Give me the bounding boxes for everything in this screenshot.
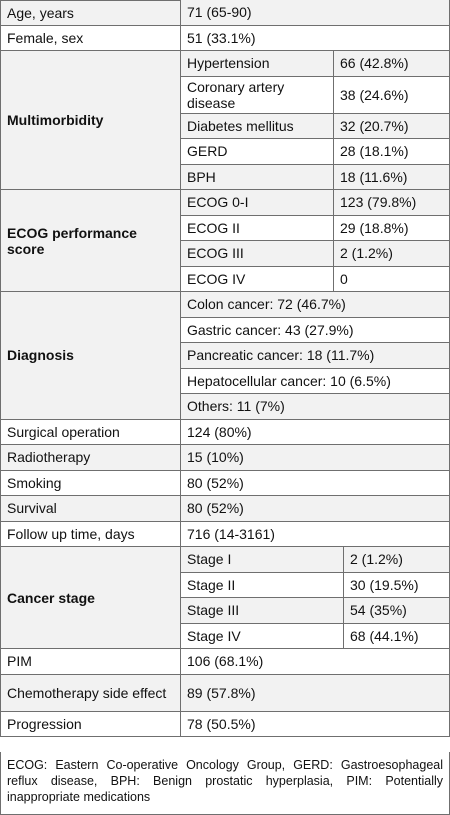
sub-row-value: 29 (18.8%) — [334, 215, 450, 241]
sub-row-value: 38 (24.6%) — [334, 76, 450, 114]
group-label: Cancer stage — [0, 547, 181, 649]
row-value: 71 (65-90) — [181, 0, 450, 26]
sub-row-value: 18 (11.6%) — [334, 164, 450, 190]
row-label: Female, sex — [0, 25, 181, 51]
row-label: Radiotherapy — [0, 445, 181, 471]
row-label: PIM — [0, 649, 181, 675]
row-value: 80 (52%) — [181, 496, 450, 522]
sub-row-label: Stage III — [181, 598, 344, 624]
row-label: Follow up time, days — [0, 521, 181, 547]
sub-row-label: Hypertension — [181, 51, 334, 77]
row-value: 78 (50.5%) — [181, 711, 450, 737]
row-value: 51 (33.1%) — [181, 25, 450, 51]
row-label: Chemotherapy side effect — [0, 674, 181, 712]
sub-row-value: 0 — [334, 266, 450, 292]
sub-row-label: ECOG III — [181, 241, 334, 267]
sub-row-label: Stage IV — [181, 623, 344, 649]
group-label: ECOG performance score — [0, 190, 181, 292]
group-label: Diagnosis — [0, 292, 181, 420]
sub-row-cell: Gastric cancer: 43 (27.9%) — [181, 317, 450, 343]
sub-row-value: 68 (44.1%) — [344, 623, 450, 649]
row-value: 15 (10%) — [181, 445, 450, 471]
row-label: Smoking — [0, 470, 181, 496]
sub-row-value: 123 (79.8%) — [334, 190, 450, 216]
row-value: 89 (57.8%) — [181, 674, 450, 712]
sub-row-value: 2 (1.2%) — [334, 241, 450, 267]
group-label: Multimorbidity — [0, 51, 181, 190]
sub-row-value: 32 (20.7%) — [334, 113, 450, 139]
row-label: Survival — [0, 496, 181, 522]
sub-row-label: Stage II — [181, 572, 344, 598]
sub-row-value: 2 (1.2%) — [344, 547, 450, 573]
sub-row-label: GERD — [181, 139, 334, 165]
sub-row-cell: Hepatocellular cancer: 10 (6.5%) — [181, 368, 450, 394]
sub-row-label: Coronary artery disease — [181, 76, 334, 114]
table-footnote: ECOG: Eastern Co-operative Oncology Grou… — [0, 752, 450, 815]
sub-row-label: Diabetes mellitus — [181, 113, 334, 139]
row-label: Age, years — [0, 0, 181, 26]
sub-row-cell: Colon cancer: 72 (46.7%) — [181, 292, 450, 318]
sub-row-label: ECOG IV — [181, 266, 334, 292]
sub-row-value: 30 (19.5%) — [344, 572, 450, 598]
sub-row-cell: Others: 11 (7%) — [181, 394, 450, 420]
sub-row-label: BPH — [181, 164, 334, 190]
row-value: 124 (80%) — [181, 419, 450, 445]
sub-row-value: 66 (42.8%) — [334, 51, 450, 77]
sub-row-label: ECOG II — [181, 215, 334, 241]
row-label: Surgical operation — [0, 419, 181, 445]
row-label: Progression — [0, 711, 181, 737]
sub-row-cell: Pancreatic cancer: 18 (11.7%) — [181, 343, 450, 369]
row-value: 106 (68.1%) — [181, 649, 450, 675]
row-value: 716 (14-3161) — [181, 521, 450, 547]
row-value: 80 (52%) — [181, 470, 450, 496]
sub-row-label: ECOG 0-I — [181, 190, 334, 216]
sub-row-value: 28 (18.1%) — [334, 139, 450, 165]
sub-row-value: 54 (35%) — [344, 598, 450, 624]
sub-row-label: Stage I — [181, 547, 344, 573]
